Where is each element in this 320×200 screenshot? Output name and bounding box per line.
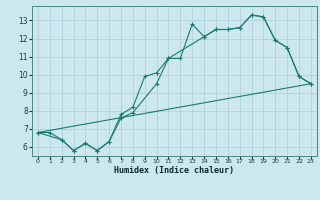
X-axis label: Humidex (Indice chaleur): Humidex (Indice chaleur) bbox=[115, 166, 234, 175]
